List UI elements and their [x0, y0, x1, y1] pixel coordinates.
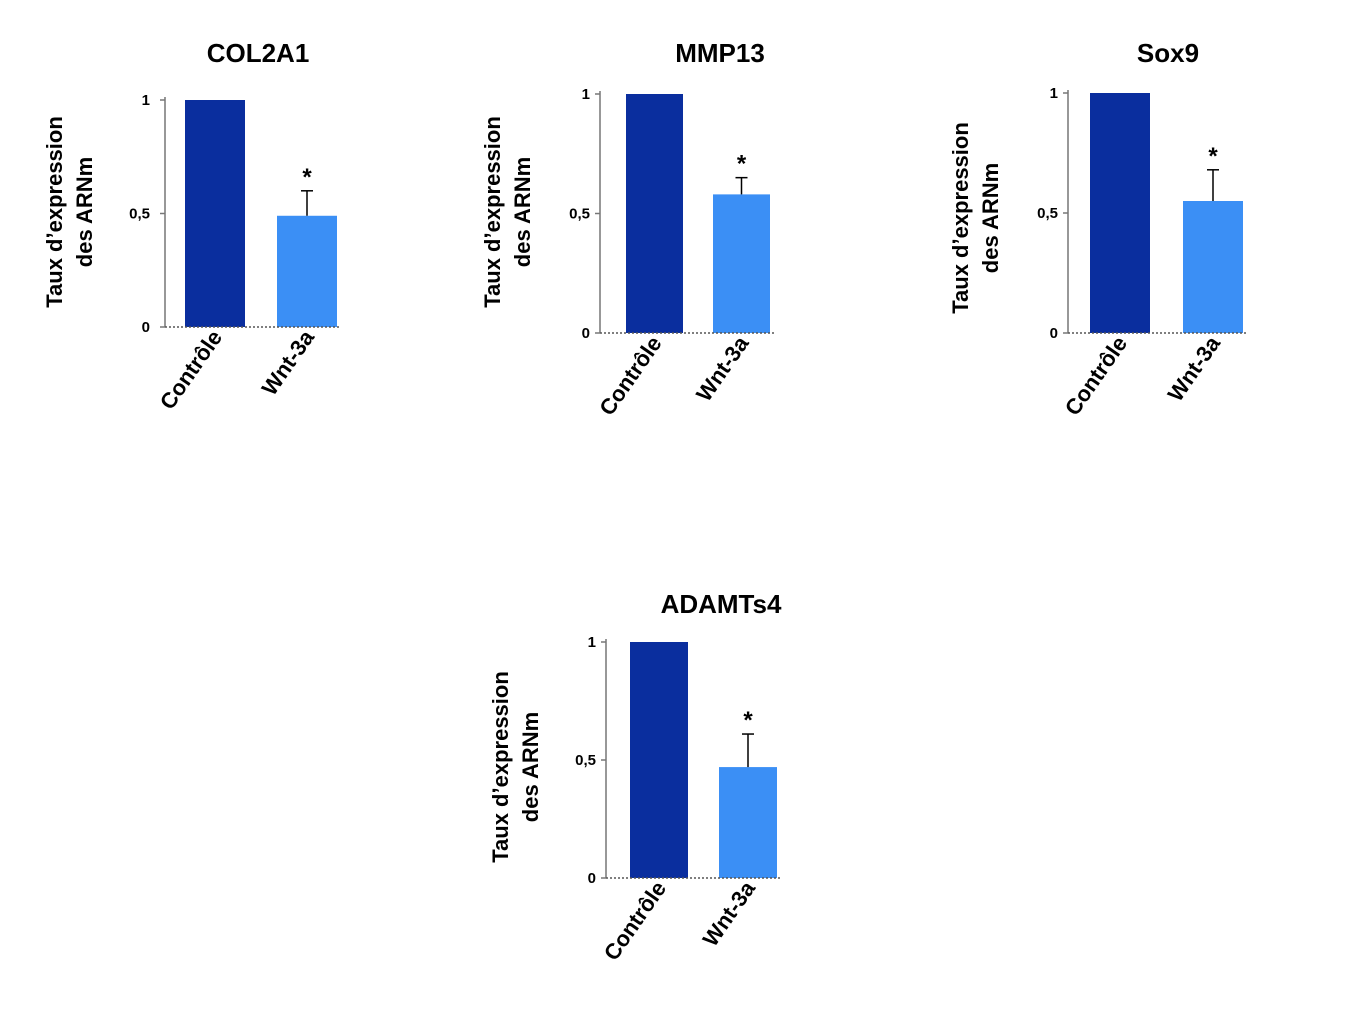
- x-tick-label: Contrôle: [1060, 332, 1132, 420]
- y-axis-label-line: des ARNm: [978, 163, 1003, 273]
- x-tick-label: Wnt-3a: [257, 325, 320, 400]
- significance-marker: *: [1208, 143, 1218, 170]
- chart-panel-mmp13: MMP13 Taux d’expression des ARNm 0 0,5 1 Contr…: [480, 38, 774, 420]
- y-tick-label: 0,5: [129, 206, 150, 223]
- y-axis-label: Taux d’expression des ARNm: [488, 671, 543, 863]
- y-axis-label-line: des ARNm: [510, 157, 535, 267]
- chart-title: ADAMTs4: [661, 589, 782, 619]
- y-tick-label: 0,5: [1037, 205, 1058, 222]
- x-tick-label: Contrôle: [155, 326, 227, 414]
- x-tick-label: Wnt-3a: [698, 876, 761, 951]
- chart-panel-adamts4: ADAMTs4 Taux d’expression des ARNm 0 0,5 1 Con…: [488, 589, 782, 965]
- y-axis-label-line: Taux d’expression: [488, 671, 513, 863]
- x-tick-label: Wnt-3a: [691, 331, 754, 406]
- y-tick-label: 0,5: [569, 206, 590, 223]
- significance-marker: *: [302, 164, 312, 191]
- y-tick-label: 0: [588, 870, 596, 887]
- y-axis-label-line: des ARNm: [72, 157, 97, 267]
- y-axis-label-line: Taux d’expression: [948, 122, 973, 314]
- y-tick-label: 0: [1050, 325, 1058, 342]
- bar-contr-le: [185, 100, 245, 327]
- bar-wnt-3a: [719, 767, 777, 878]
- y-tick-label: 1: [582, 86, 590, 103]
- chart-title: COL2A1: [207, 38, 310, 68]
- y-tick-label: 1: [142, 92, 150, 109]
- y-tick-label: 0: [582, 325, 590, 342]
- bar-contr-le: [1090, 93, 1150, 333]
- y-tick-label: 1: [588, 634, 596, 651]
- significance-marker: *: [737, 151, 747, 178]
- bar-wnt-3a: [713, 194, 770, 333]
- significance-marker: *: [743, 707, 753, 734]
- y-axis-label-line: Taux d’expression: [42, 116, 67, 308]
- y-axis-label: Taux d’expression des ARNm: [480, 116, 535, 308]
- chart-title: Sox9: [1137, 38, 1199, 68]
- y-axis-label-line: Taux d’expression: [480, 116, 505, 308]
- x-tick-label: Contrôle: [594, 332, 666, 420]
- y-axis-label-line: des ARNm: [518, 712, 543, 822]
- y-axis-label: Taux d’expression des ARNm: [42, 116, 97, 308]
- y-tick-label: 0,5: [575, 752, 596, 769]
- x-tick-label: Wnt-3a: [1163, 331, 1226, 406]
- chart-panel-sox9: Sox9 Taux d’expression des ARNm 0 0,5 1 Contrô…: [948, 38, 1247, 420]
- bar-wnt-3a: [1183, 201, 1243, 333]
- chart-title: MMP13: [675, 38, 765, 68]
- bar-contr-le: [630, 642, 688, 878]
- chart-panel-col2a1: COL2A1 Taux d’expression des ARNm 0 0,5 1 Cont…: [42, 38, 341, 414]
- x-tick-label: Contrôle: [599, 877, 671, 965]
- y-tick-label: 0: [142, 319, 150, 336]
- bar-contr-le: [626, 94, 683, 333]
- y-tick-label: 1: [1050, 85, 1058, 102]
- bar-wnt-3a: [277, 215, 337, 327]
- y-axis-label: Taux d’expression des ARNm: [948, 122, 1003, 314]
